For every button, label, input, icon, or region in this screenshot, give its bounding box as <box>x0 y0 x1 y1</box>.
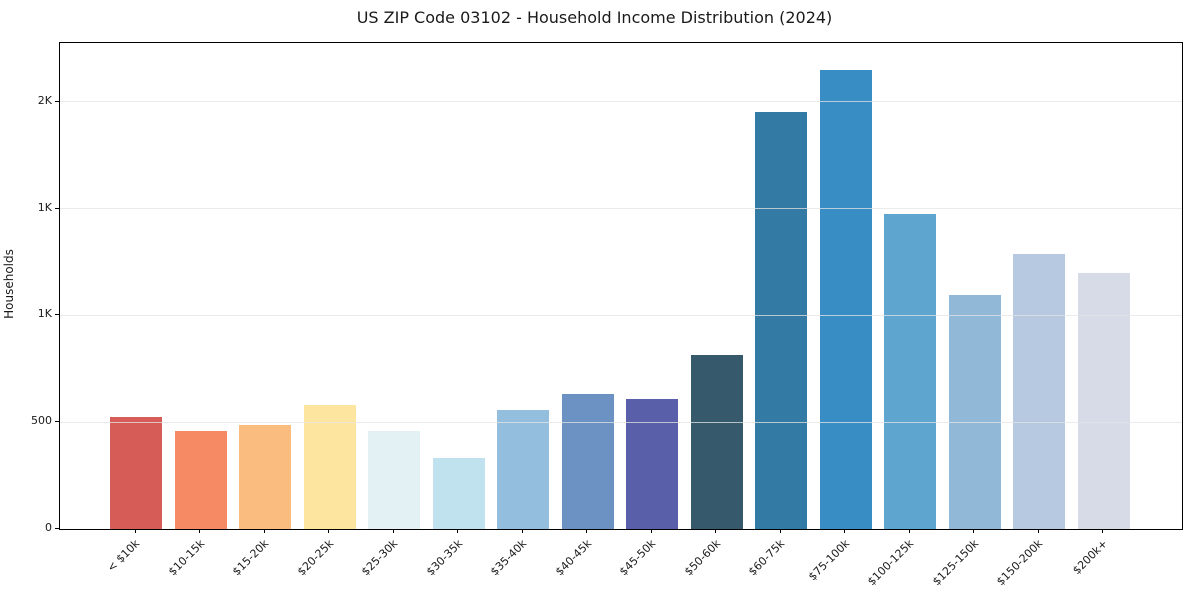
y-tick-mark <box>55 528 59 529</box>
y-tick-label: 0 <box>45 521 52 534</box>
bar-5 <box>368 431 420 529</box>
bar-1 <box>110 417 162 529</box>
y-tick-mark <box>55 100 59 102</box>
chart-title: US ZIP Code 03102 - Household Income Dis… <box>356 8 833 27</box>
x-tick-mark <box>199 529 200 533</box>
x-tick-mark <box>586 529 587 533</box>
x-tick-mark <box>263 529 265 533</box>
bar-14 <box>948 295 1001 529</box>
y-tick-mark <box>55 207 59 209</box>
x-tick-label: < $10k <box>104 537 143 575</box>
bar-7 <box>497 410 549 529</box>
x-tick-mark <box>973 529 974 533</box>
bar-8 <box>561 393 614 529</box>
bar-2 <box>174 431 227 529</box>
bar-9 <box>626 398 678 529</box>
bar-16 <box>1077 273 1130 529</box>
bar-12 <box>819 69 872 529</box>
x-tick-mark <box>1037 529 1039 533</box>
y-tick-mark <box>55 314 59 316</box>
bars-layer <box>60 43 1182 529</box>
x-tick-mark <box>134 529 136 533</box>
x-tick-mark <box>392 529 394 533</box>
x-tick-mark <box>521 529 523 533</box>
x-tick-mark <box>457 529 458 533</box>
y-tick-label: 500 <box>31 414 52 428</box>
y-tick-mark <box>55 421 59 423</box>
x-tick-mark <box>328 529 329 533</box>
bar-6 <box>432 457 485 529</box>
y-tick-label: 2K <box>37 93 52 107</box>
bar-3 <box>239 425 291 529</box>
x-tick-mark <box>779 529 781 533</box>
y-tick-label: 1K <box>37 200 52 214</box>
plot-area <box>59 42 1183 530</box>
bar-15 <box>1013 253 1065 529</box>
x-tick-mark <box>715 529 716 533</box>
bar-10 <box>690 354 743 529</box>
bar-4 <box>303 404 356 529</box>
bar-13 <box>884 213 936 529</box>
x-tick-mark <box>1102 529 1103 533</box>
x-tick-mark <box>650 529 652 533</box>
bar-11 <box>755 111 807 529</box>
y-tick-label: 1K <box>37 307 52 321</box>
x-tick-mark <box>844 529 845 533</box>
x-tick-mark <box>908 529 910 533</box>
